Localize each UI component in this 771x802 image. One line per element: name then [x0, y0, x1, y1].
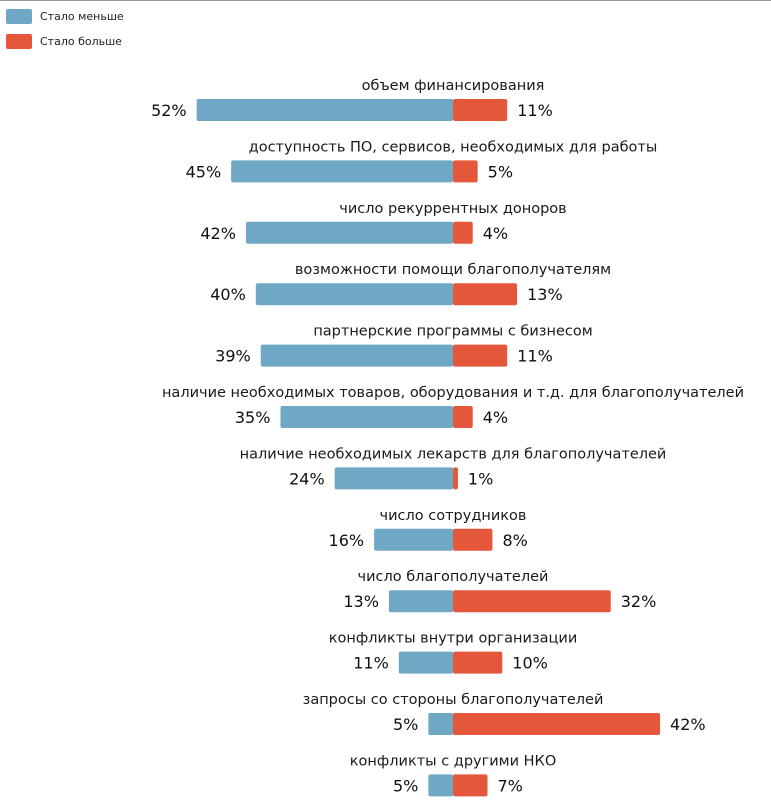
bar-more — [453, 99, 508, 121]
bar-more — [453, 467, 458, 490]
category-label: число рекуррентных доноров — [339, 201, 566, 217]
value-label-more: 11% — [517, 347, 553, 366]
bar-less — [260, 344, 453, 367]
bar-more — [453, 160, 478, 183]
legend: Стало меньше Стало больше — [6, 5, 124, 55]
value-label-more: 10% — [512, 654, 548, 673]
bar-more — [453, 590, 611, 613]
category-label: возможности помощи благополучателям — [295, 262, 611, 278]
category-label: партнерские программы с бизнесом — [313, 324, 592, 340]
value-label-less: 52% — [151, 101, 187, 120]
legend-label-less: Стало меньше — [40, 9, 124, 23]
category-label: конфликты с другими НКО — [350, 753, 556, 769]
value-label-less: 40% — [210, 285, 246, 304]
bar-less — [428, 774, 453, 797]
category-label: запросы со стороны благополучателей — [303, 692, 604, 708]
value-label-less: 24% — [289, 469, 325, 488]
bar-less — [245, 221, 453, 244]
bar-less — [231, 160, 453, 183]
value-label-more: 8% — [502, 531, 527, 550]
bar-more — [453, 713, 661, 735]
category-label: объем финансирования — [362, 78, 545, 94]
bar-less — [334, 467, 453, 490]
category-label: число сотрудников — [380, 508, 527, 524]
bar-less — [398, 651, 453, 674]
value-label-more: 11% — [517, 101, 553, 120]
value-label-more: 4% — [483, 408, 508, 427]
value-label-less: 5% — [393, 715, 418, 734]
bar-more — [453, 774, 488, 797]
bar-less — [280, 406, 453, 428]
bar-more — [453, 344, 508, 367]
legend-label-more: Стало больше — [40, 34, 122, 48]
category-label: доступность ПО, сервисов, необходимых дл… — [249, 139, 658, 155]
category-label: конфликты внутри организации — [329, 631, 578, 647]
value-label-more: 5% — [488, 162, 513, 181]
legend-item-more: Стало больше — [6, 30, 124, 52]
value-label-more: 4% — [483, 224, 508, 243]
bar-more — [453, 283, 518, 306]
bar-less — [196, 99, 453, 121]
bar-more — [453, 651, 503, 674]
bar-less — [374, 528, 453, 551]
value-label-less: 39% — [215, 347, 251, 366]
value-label-more: 42% — [670, 715, 706, 734]
bar-more — [453, 221, 473, 244]
bar-less — [388, 590, 453, 613]
bar-less — [428, 713, 453, 735]
value-label-less: 5% — [393, 776, 418, 795]
legend-swatch-less — [6, 8, 32, 24]
value-label-more: 32% — [621, 592, 657, 611]
value-label-less: 16% — [329, 531, 365, 550]
value-label-less: 45% — [186, 162, 222, 181]
category-label: наличие необходимых товаров, оборудовани… — [162, 385, 744, 401]
value-label-more: 13% — [527, 285, 563, 304]
category-label: наличие необходимых лекарств для благопо… — [240, 446, 667, 462]
value-label-less: 35% — [235, 408, 271, 427]
value-label-less: 42% — [200, 224, 236, 243]
value-label-more: 7% — [498, 776, 523, 795]
value-label-more: 1% — [468, 469, 493, 488]
category-label: число благополучателей — [358, 569, 549, 585]
top-divider — [0, 0, 771, 1]
legend-swatch-more — [6, 33, 32, 49]
legend-item-less: Стало меньше — [6, 5, 124, 27]
bar-more — [453, 528, 493, 551]
bar-less — [255, 283, 453, 306]
value-label-less: 13% — [343, 592, 379, 611]
value-label-less: 11% — [353, 654, 389, 673]
bar-more — [453, 406, 473, 428]
